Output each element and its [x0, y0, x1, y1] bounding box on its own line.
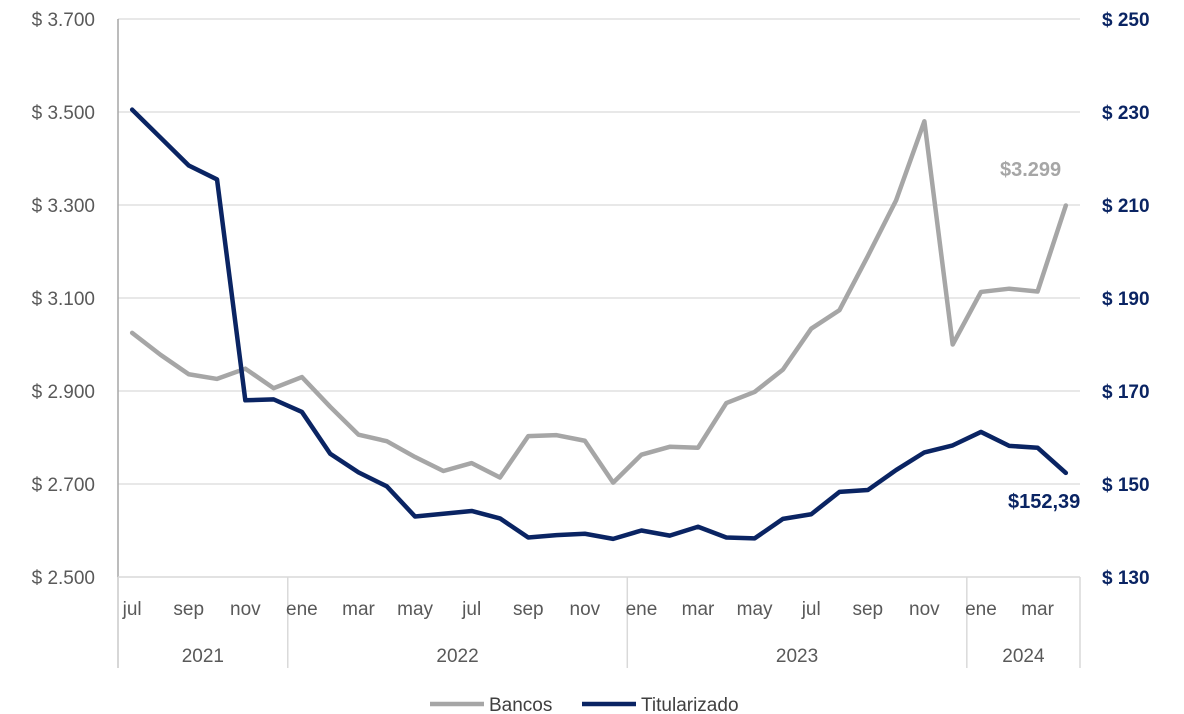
- x-tick-label: mar: [342, 599, 375, 620]
- right-axis-ticks: $ 250 $ 230 $ 210 $ 190 $ 170 $ 150 $ 130: [1102, 10, 1150, 589]
- year-label: 2021: [182, 646, 224, 667]
- right-tick-label: $ 190: [1102, 289, 1150, 310]
- left-tick-label: $ 2.900: [32, 382, 95, 403]
- legend: Bancos Titularizado: [430, 695, 739, 714]
- left-tick-label: $ 2.700: [32, 475, 95, 496]
- left-tick-label: $ 3.700: [32, 10, 95, 31]
- left-tick-label: $ 3.500: [32, 103, 95, 124]
- right-tick-label: $ 130: [1102, 568, 1150, 589]
- x-tick-label: may: [737, 599, 773, 620]
- year-label: 2023: [776, 646, 818, 667]
- series-line-titularizado: [129, 107, 1069, 542]
- annotation-bancos-last: $3.299: [1000, 159, 1061, 181]
- left-tick-label: $ 3.300: [32, 196, 95, 217]
- right-tick-label: $ 170: [1102, 382, 1150, 403]
- x-tick-label: ene: [965, 599, 997, 620]
- x-tick-label: may: [397, 599, 433, 620]
- x-tick-label: sep: [513, 599, 544, 620]
- x-tick-label: sep: [173, 599, 204, 620]
- right-tick-label: $ 230: [1102, 103, 1150, 124]
- x-tick-label: nov: [909, 599, 940, 620]
- x-tick-label: jul: [801, 599, 821, 620]
- series-line-bancos: [129, 119, 1069, 485]
- year-axis-ticks: 2021 2022 2023 2024: [182, 646, 1045, 667]
- right-tick-label: $ 210: [1102, 196, 1150, 217]
- x-tick-label: nov: [570, 599, 601, 620]
- right-tick-label: $ 250: [1102, 10, 1150, 31]
- year-label: 2024: [1002, 646, 1045, 667]
- axes: [117, 19, 1081, 668]
- left-tick-label: $ 2.500: [32, 568, 95, 589]
- left-axis-ticks: $ 3.700 $ 3.500 $ 3.300 $ 3.100 $ 2.900 $ 2.7…: [32, 10, 95, 589]
- x-axis-ticks: jul sep nov ene mar may jul sep nov ene mar may jul s…: [122, 599, 1055, 620]
- left-tick-label: $ 3.100: [32, 289, 95, 310]
- x-tick-label: ene: [626, 599, 658, 620]
- annotation-titularizado-last: $152,39: [1008, 491, 1080, 513]
- x-tick-label: mar: [682, 599, 715, 620]
- x-tick-label: nov: [230, 599, 261, 620]
- x-tick-label: jul: [461, 599, 481, 620]
- x-tick-label: ene: [286, 599, 318, 620]
- right-tick-label: $ 150: [1102, 475, 1150, 496]
- gridlines: [118, 18, 1080, 485]
- x-tick-label: sep: [852, 599, 883, 620]
- x-tick-label: jul: [122, 599, 142, 620]
- x-tick-label: mar: [1021, 599, 1054, 620]
- legend-label-titularizado: Titularizado: [641, 695, 739, 714]
- legend-label-bancos: Bancos: [489, 695, 552, 714]
- year-label: 2022: [436, 646, 478, 667]
